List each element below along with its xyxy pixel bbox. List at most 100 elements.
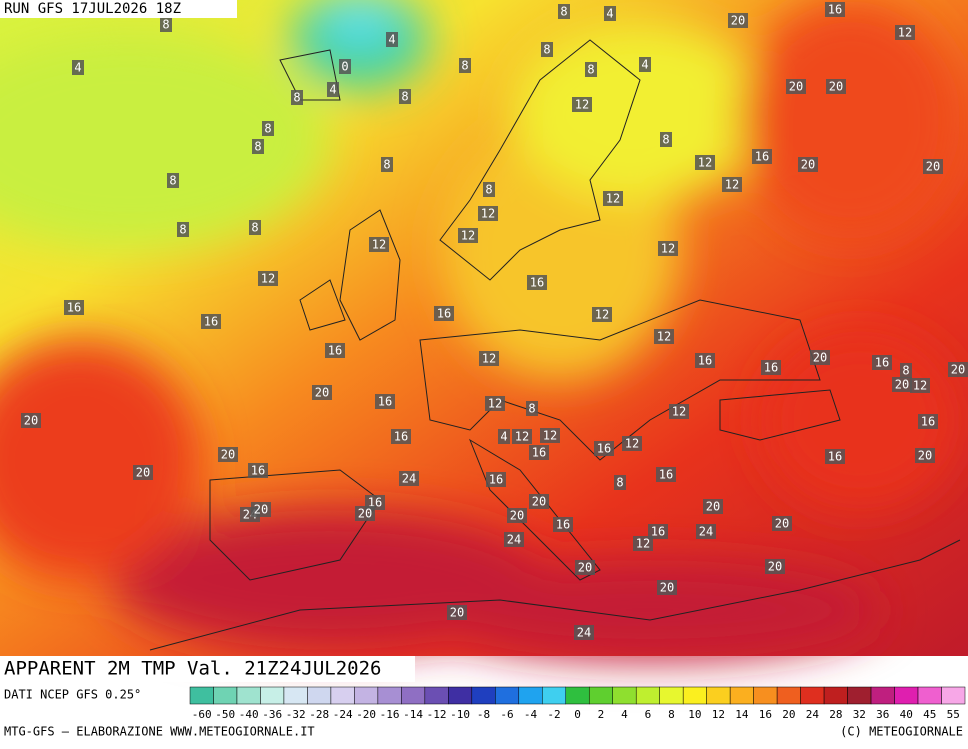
- contour-label: 20: [24, 414, 38, 428]
- label-box: [648, 524, 668, 539]
- colorbar-label: 4: [621, 708, 628, 721]
- contour-label: 12: [261, 272, 275, 286]
- label-box: [604, 6, 616, 21]
- contour-label: 20: [775, 517, 789, 531]
- run-box: [0, 0, 237, 18]
- label-box: [248, 463, 268, 478]
- contour-label: 8: [401, 90, 408, 104]
- contour-label: 12: [482, 352, 496, 366]
- contour-label: 16: [437, 307, 451, 321]
- title-box: [0, 656, 415, 682]
- label-box: [918, 414, 938, 429]
- colorbar-label: 16: [759, 708, 772, 721]
- colorbar-label: -8: [477, 708, 490, 721]
- label-box: [798, 157, 818, 172]
- contour-label: 20: [254, 503, 268, 517]
- colorbar-swatch: [236, 686, 261, 705]
- label-box: [201, 314, 221, 329]
- label-box: [695, 155, 715, 170]
- contour-label: 12: [672, 405, 686, 419]
- colorbar-label: 20: [782, 708, 795, 721]
- label-box: [386, 32, 398, 47]
- label-box: [458, 228, 478, 243]
- label-box: [249, 220, 261, 235]
- label-box: [486, 472, 506, 487]
- colorbar-swatch: [823, 686, 848, 705]
- colorbar-label: -2: [547, 708, 560, 721]
- contour-label: 16: [597, 442, 611, 456]
- label-box: [160, 17, 172, 32]
- label-box: [381, 157, 393, 172]
- contour-label: 16: [328, 344, 342, 358]
- contour-label: 12: [488, 397, 502, 411]
- colorbar-swatch: [189, 686, 214, 705]
- label-box: [825, 2, 845, 17]
- contour-label: 12: [606, 192, 620, 206]
- label-box: [252, 139, 264, 154]
- contour-label: 12: [913, 379, 927, 393]
- label-box: [553, 517, 573, 532]
- colorbar-label: -50: [215, 708, 235, 721]
- colorbar-label: 6: [645, 708, 652, 721]
- label-box: [459, 58, 471, 73]
- copyright-label: (C) METEOGIORNALE: [840, 725, 963, 739]
- contour-label: 20: [315, 386, 329, 400]
- label-box: [722, 177, 742, 192]
- label-box: [592, 307, 612, 322]
- contour-label: 16: [251, 464, 265, 478]
- contour-label: 20: [731, 14, 745, 28]
- contour-label: 16: [204, 315, 218, 329]
- contour-label: 8: [162, 18, 169, 32]
- label-box: [703, 499, 723, 514]
- colorbar-label: 0: [574, 708, 581, 721]
- contour-label: 20: [951, 363, 965, 377]
- label-box: [504, 532, 524, 547]
- colorbar-label: -36: [262, 708, 282, 721]
- colorbar-label: -6: [500, 708, 513, 721]
- contour-label: 12: [372, 238, 386, 252]
- colorbar-label: -24: [333, 708, 353, 721]
- contour-label: 12: [625, 437, 639, 451]
- label-box: [654, 329, 674, 344]
- label-box: [399, 89, 411, 104]
- label-box: [657, 580, 677, 595]
- colorbar-swatch: [471, 686, 496, 705]
- label-box: [369, 237, 389, 252]
- colorbar-swatch: [941, 686, 966, 705]
- contour-label: 16: [764, 361, 778, 375]
- colorbar-label: -16: [380, 708, 400, 721]
- colorbar-label: 24: [806, 708, 820, 721]
- contour-label: 16: [698, 354, 712, 368]
- contour-label: 20: [136, 466, 150, 480]
- contour-label: 8: [616, 476, 623, 490]
- label-box: [761, 360, 781, 375]
- contour-label: 8: [560, 5, 567, 19]
- colorbar-swatch: [542, 686, 567, 705]
- label-box: [574, 625, 594, 640]
- contour-label: 12: [481, 207, 495, 221]
- label-box: [251, 502, 271, 517]
- label-box: [669, 404, 689, 419]
- contour-label: 20: [358, 507, 372, 521]
- colorbar-swatch: [612, 686, 637, 705]
- colorbar-swatch: [448, 686, 473, 705]
- contour-label: 16: [828, 450, 842, 464]
- contour-label: 8: [587, 63, 594, 77]
- colorbar: -60 -50 -40 -36 -32 -28 -24 -20 -16 -14 -12 -10 -8 -6…: [189, 686, 966, 721]
- colorbar-swatch: [213, 686, 238, 705]
- label-box: [447, 605, 467, 620]
- label-box: [826, 79, 846, 94]
- label-box: [895, 25, 915, 40]
- label-box: [825, 449, 845, 464]
- label-box: [72, 60, 84, 75]
- colorbar-label: 32: [853, 708, 866, 721]
- label-box: [572, 97, 592, 112]
- contour-label: 20: [918, 449, 932, 463]
- colorbar-label: -10: [450, 708, 470, 721]
- colorbar-label: -32: [286, 708, 306, 721]
- contour-label: 20: [221, 448, 235, 462]
- contour-label: 20: [450, 606, 464, 620]
- label-box: [541, 42, 553, 57]
- label-box: [507, 508, 527, 523]
